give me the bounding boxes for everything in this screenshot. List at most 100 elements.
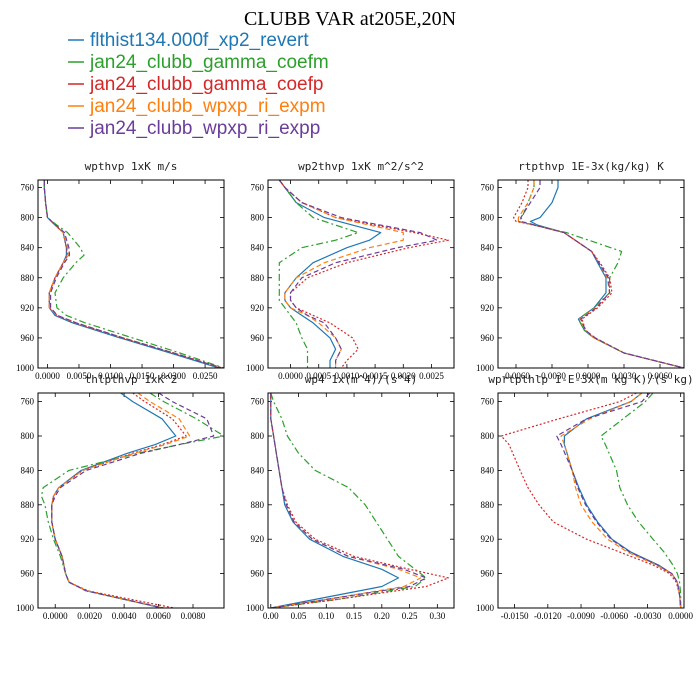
legend-item: jan24_clubb_wpxp_ri_expp — [68, 118, 320, 139]
panel-title: wprtpthlp 1-E-3x(m kg K)/(s kg) — [488, 373, 693, 386]
y-tick-label: 760 — [21, 397, 35, 407]
panel-title: thlpthvp 1xK^2 — [85, 373, 178, 386]
legend-item: jan24_clubb_gamma_coefm — [68, 52, 329, 73]
series-line-5 — [556, 393, 682, 608]
panel-3: rtpthvp 1E-3x(kg/kg) K 760 800 840 880 920 960… — [476, 160, 685, 381]
panel-title: wpthvp 1xK m/s — [85, 160, 178, 173]
legend-item: jan24_clubb_gamma_coefp — [68, 74, 323, 95]
plot-frame — [267, 392, 455, 609]
y-tick-label: 880 — [21, 500, 35, 510]
x-tick-label: 0.00 — [263, 611, 279, 621]
panel-title: wp4 1x(m^4)/(s^4) — [305, 373, 418, 386]
plot-frame — [497, 392, 685, 609]
x-tick-label: -0.0060 — [600, 611, 628, 621]
x-tick-label: 0.0060 — [146, 611, 171, 621]
y-tick-label: 840 — [21, 243, 35, 253]
y-tick-label: 960 — [481, 333, 495, 343]
x-tick-label: -0.0150 — [501, 611, 529, 621]
plot-frame — [37, 179, 225, 369]
panel-1: wpthvp 1xK m/s76080084088092096010000.00… — [16, 160, 225, 381]
y-tick-label: 920 — [251, 303, 265, 313]
x-tick-label: 0.0020 — [391, 371, 416, 381]
y-tick-label: 1000 — [16, 603, 35, 613]
series-line-2 — [278, 180, 359, 368]
x-tick-label: 0.20 — [374, 611, 390, 621]
y-tick-label: 960 — [21, 333, 35, 343]
series-line-5 — [278, 180, 438, 368]
y-tick-label: 920 — [21, 534, 35, 544]
x-tick-label: -0.0030 — [538, 371, 566, 381]
y-tick-label: 1000 — [246, 363, 265, 373]
x-tick-label: 0.30 — [429, 611, 445, 621]
panel-title: rtpthvp 1E-3x(kg/kg) K — [518, 160, 664, 173]
y-tick-label: 960 — [481, 569, 495, 579]
y-tick-label: 920 — [481, 303, 495, 313]
x-tick-label: 0.0060 — [648, 371, 673, 381]
series-line-3 — [270, 393, 449, 608]
y-tick-label: 960 — [21, 569, 35, 579]
y-tick-label: 800 — [21, 431, 35, 441]
series-line-4 — [560, 393, 682, 608]
y-tick-label: 800 — [251, 213, 265, 223]
y-tick-label: 880 — [251, 500, 265, 510]
panel-2: wp2thvp 1xK m^2/s^2 760 800 840 880 920 960 100… — [246, 160, 455, 381]
x-tick-label: 0.0015 — [363, 371, 388, 381]
panel-6: wprtpthlp 1-E-3x(m kg K)/(s kg) 760 800 840… — [476, 373, 694, 621]
x-tick-label: 0.0080 — [181, 611, 206, 621]
series-line-4 — [278, 180, 404, 368]
series-line-2 — [600, 393, 682, 608]
plot-frame — [267, 179, 455, 369]
series-line-2 — [517, 180, 684, 368]
y-tick-label: 840 — [481, 243, 495, 253]
x-tick-label: 0.0250 — [193, 371, 218, 381]
figure-title: CLUBB VAR at205E,20N — [244, 8, 456, 30]
y-tick-label: 880 — [251, 273, 265, 283]
x-tick-label: 0.0030 — [612, 371, 637, 381]
x-tick-label: 0.0040 — [112, 611, 137, 621]
legend-item: jan24_clubb_wpxp_ri_expm — [68, 96, 326, 117]
series-line-5 — [270, 393, 427, 608]
x-tick-label: 0.0000 — [43, 611, 68, 621]
series-group — [278, 180, 449, 368]
y-tick-label: 840 — [481, 465, 495, 475]
y-tick-label: 760 — [481, 397, 495, 407]
legend-label: jan24_clubb_wpxp_ri_expm — [89, 96, 326, 117]
x-tick-label: 0.0000 — [278, 371, 303, 381]
series-line-2 — [270, 393, 427, 608]
y-tick-label: 960 — [251, 569, 265, 579]
y-tick-label: 880 — [481, 273, 495, 283]
plot-frame — [37, 392, 225, 609]
legend-label: jan24_clubb_gamma_coefp — [89, 74, 323, 95]
series-group — [43, 180, 224, 368]
y-tick-label: 1000 — [476, 603, 495, 613]
x-tick-label: 0.0000 — [35, 371, 60, 381]
x-tick-label: 0.0025 — [419, 371, 444, 381]
x-tick-label: -0.0120 — [534, 611, 562, 621]
series-group — [270, 393, 449, 608]
y-tick-label: 920 — [251, 534, 265, 544]
y-tick-label: 1000 — [16, 363, 35, 373]
y-tick-label: 880 — [481, 500, 495, 510]
x-tick-label: 0.0100 — [98, 371, 123, 381]
series-group — [500, 393, 682, 608]
y-tick-label: 800 — [481, 431, 495, 441]
panel-5: wp4 1x(m^4)/(s^4)76080084088092096010000… — [246, 373, 455, 621]
panel-4: thlpthvp 1xK^2 760 800 840 880 920 960 1000 0.00… — [16, 373, 225, 621]
series-line-5 — [51, 393, 215, 608]
series-line-5 — [520, 180, 684, 368]
y-tick-label: 800 — [251, 431, 265, 441]
x-tick-label: 0.0000 — [668, 611, 693, 621]
y-tick-label: 880 — [21, 273, 35, 283]
x-tick-label: 0.0000 — [576, 371, 601, 381]
y-tick-label: 920 — [21, 303, 35, 313]
y-tick-label: 1000 — [246, 603, 265, 613]
legend-label: jan24_clubb_gamma_coefm — [89, 52, 329, 73]
series-line-5 — [43, 180, 222, 368]
series-line-3 — [500, 393, 682, 608]
x-tick-label: 0.25 — [402, 611, 418, 621]
legend-label: jan24_clubb_wpxp_ri_expp — [89, 118, 320, 139]
x-tick-label: 0.0005 — [306, 371, 331, 381]
legend-label: flthist134.000f_xp2_revert — [90, 30, 309, 51]
x-tick-label: 0.0200 — [161, 371, 186, 381]
